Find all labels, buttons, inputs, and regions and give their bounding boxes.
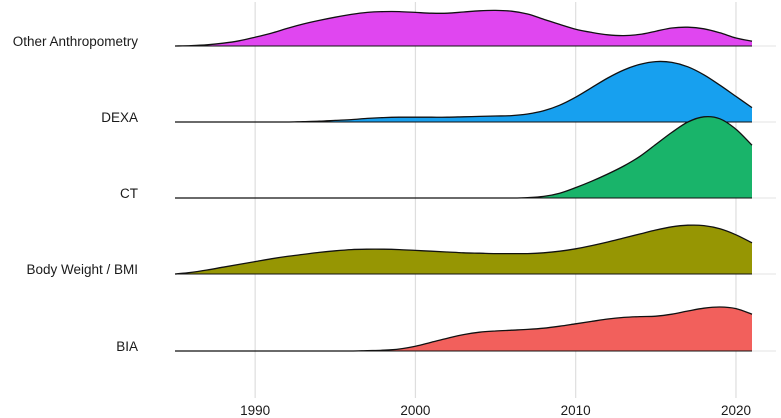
ridge-area-dexa xyxy=(175,61,752,123)
x-tick-label-2010: 2010 xyxy=(561,403,591,418)
ridge-area-body-weight-bmi xyxy=(175,225,752,274)
x-tick-label-2000: 2000 xyxy=(400,403,430,418)
ridges xyxy=(174,9,753,352)
x-axis: 1990 2000 2010 2020 xyxy=(240,403,751,418)
row-label-bia: BIA xyxy=(116,339,138,354)
row-label-dexa: DEXA xyxy=(101,110,138,125)
row-label-body-weight-bmi: Body Weight / BMI xyxy=(26,262,138,277)
ridge-line-other-anthropometry xyxy=(174,9,753,47)
row-label-other-anthropometry: Other Anthropometry xyxy=(13,34,139,49)
ridge-line-body-weight-bmi xyxy=(174,224,753,275)
x-tick-label-1990: 1990 xyxy=(240,403,270,418)
row-labels: Other Anthropometry DEXA CT Body Weight / B… xyxy=(13,34,139,354)
ridge-area-bia xyxy=(175,306,752,352)
x-tick-label-2020: 2020 xyxy=(721,403,751,418)
ridge-area-ct xyxy=(175,116,752,199)
row-label-ct: CT xyxy=(120,186,138,201)
ridge-area-other-anthropometry xyxy=(175,10,752,47)
